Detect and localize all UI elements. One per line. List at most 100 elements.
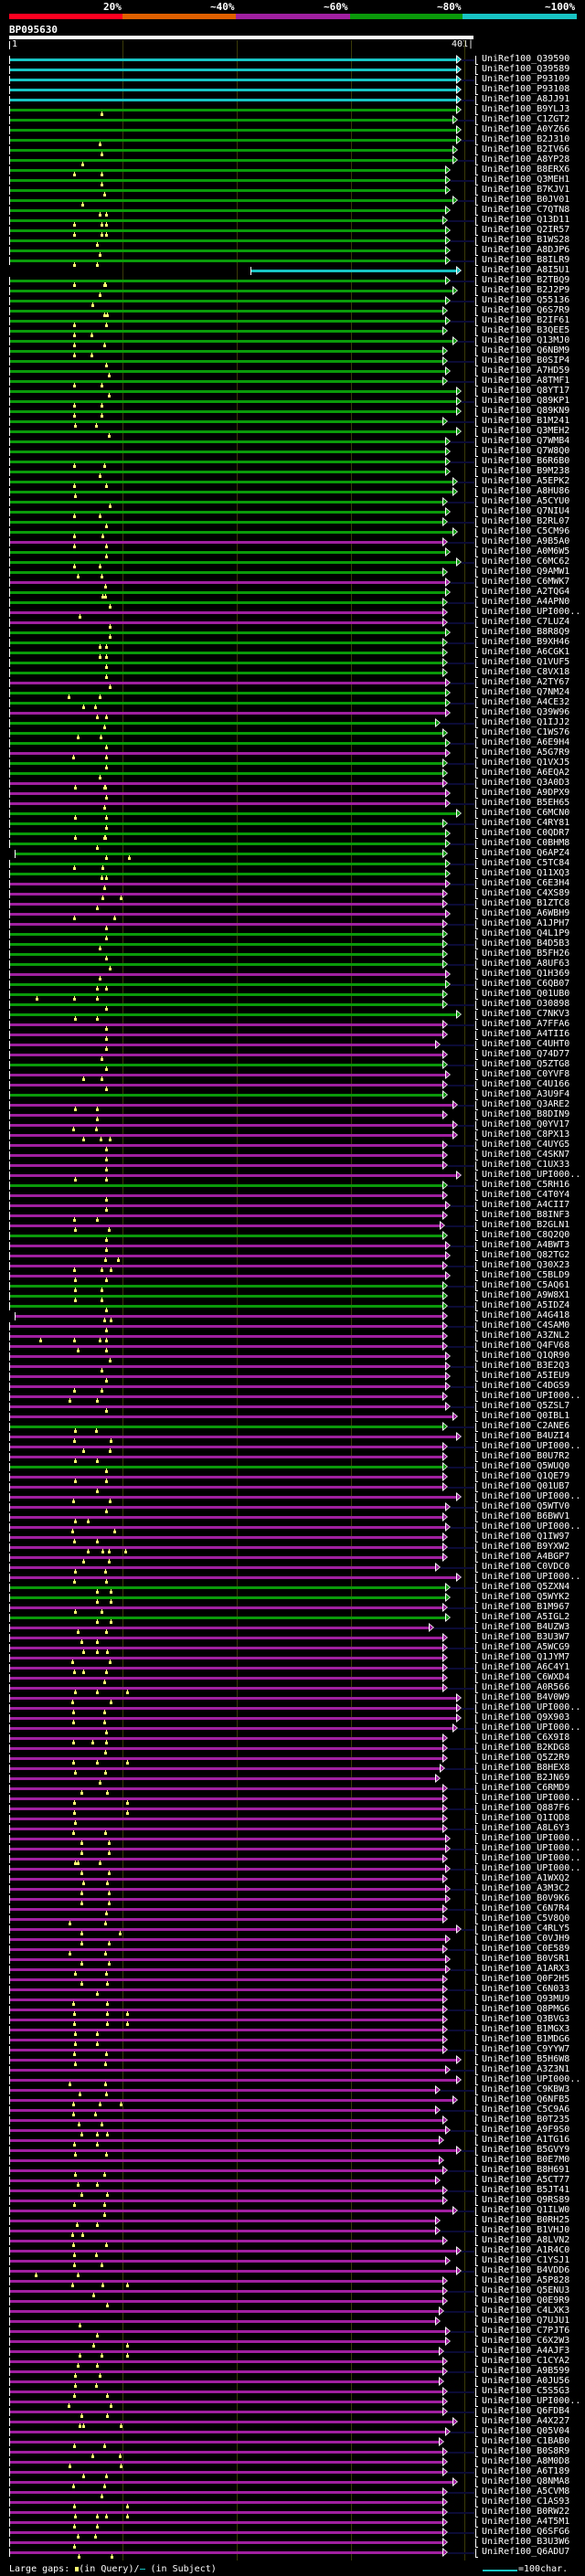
hit-bar[interactable]: [10, 2129, 446, 2132]
hit-label[interactable]: UniRef100_B4UZW3: [482, 1622, 570, 1632]
hit-label[interactable]: UniRef100_A3M3C2: [482, 1883, 570, 1893]
hit-bar[interactable]: [10, 1506, 446, 1509]
hit-bar[interactable]: [10, 420, 442, 423]
hit-label[interactable]: UniRef100_C0BHM8: [482, 838, 570, 848]
hit-label[interactable]: UniRef100_A0JU56: [482, 2376, 570, 2386]
hit-label[interactable]: UniRef100_B5FH26: [482, 949, 570, 959]
hit-label[interactable]: UniRef100_B1M241: [482, 416, 570, 426]
hit-bar[interactable]: [10, 1858, 442, 1860]
hit-bar[interactable]: [10, 451, 446, 453]
hit-label[interactable]: UniRef100_Q7W8Q0: [482, 446, 570, 456]
hit-label[interactable]: UniRef100_Q9RS89: [482, 2195, 570, 2205]
hit-label[interactable]: UniRef100_A6E9H4: [482, 737, 570, 747]
hit-bar[interactable]: [10, 963, 442, 966]
hit-bar[interactable]: [10, 189, 446, 192]
hit-label[interactable]: UniRef100_Q6ADU7: [482, 2547, 570, 2557]
hit-label[interactable]: UniRef100_A5IDZ4: [482, 1300, 570, 1310]
hit-label[interactable]: UniRef100_A0M6W5: [482, 546, 570, 557]
hit-bar[interactable]: [10, 239, 446, 242]
hit-label[interactable]: UniRef100_B2IV66: [482, 144, 570, 154]
hit-bar[interactable]: [10, 1787, 442, 1790]
hit-bar[interactable]: [10, 2441, 439, 2443]
hit-label[interactable]: UniRef100_B2GLN1: [482, 1220, 570, 1230]
hit-label[interactable]: UniRef100_A4BWT3: [482, 1240, 570, 1250]
hit-bar[interactable]: [10, 782, 442, 785]
hit-label[interactable]: UniRef100_A5CVM8: [482, 2486, 570, 2496]
hit-label[interactable]: UniRef100_Q89KP1: [482, 396, 570, 406]
hit-bar[interactable]: [10, 843, 446, 845]
hit-label[interactable]: UniRef100_C6WXD4: [482, 1672, 570, 1682]
hit-label[interactable]: UniRef100_A7HD59: [482, 366, 570, 376]
hit-bar[interactable]: [10, 440, 446, 443]
hit-bar[interactable]: [10, 1224, 440, 1227]
hit-bar[interactable]: [10, 1818, 442, 1820]
hit-bar[interactable]: [10, 742, 446, 745]
hit-label[interactable]: UniRef100_Q6FDB4: [482, 2406, 570, 2416]
hit-bar[interactable]: [10, 1898, 446, 1901]
hit-bar[interactable]: [10, 1456, 442, 1458]
hit-bar[interactable]: [10, 300, 446, 302]
hit-bar[interactable]: [10, 682, 446, 684]
hit-label[interactable]: UniRef100_B2JN69: [482, 1773, 570, 1783]
hit-label[interactable]: UniRef100_C4DGS9: [482, 1381, 570, 1391]
hit-label[interactable]: UniRef100_B1MDG6: [482, 2034, 570, 2044]
hit-bar[interactable]: [10, 1345, 442, 1348]
hit-label[interactable]: UniRef100_Q39W96: [482, 707, 570, 717]
hit-label[interactable]: UniRef100_A6T189: [482, 2466, 570, 2476]
hit-label[interactable]: UniRef100_C4SKN7: [482, 1150, 570, 1160]
hit-label[interactable]: UniRef100_C6MC62: [482, 557, 570, 567]
hit-label[interactable]: UniRef100_Q82TG2: [482, 1250, 570, 1260]
hit-label[interactable]: UniRef100_C4RY81: [482, 818, 570, 828]
hit-label[interactable]: UniRef100_B6R6B0: [482, 456, 570, 466]
hit-bar[interactable]: [10, 1074, 446, 1076]
hit-bar[interactable]: [10, 792, 446, 795]
hit-label[interactable]: UniRef100_B2KDG8: [482, 1743, 570, 1753]
hit-label[interactable]: UniRef100_C6MWK7: [482, 577, 570, 587]
hit-bar[interactable]: [10, 601, 442, 604]
hit-bar[interactable]: [10, 370, 446, 373]
hit-bar[interactable]: [10, 1566, 435, 1569]
hit-bar[interactable]: [10, 2461, 442, 2464]
hit-bar[interactable]: [10, 1325, 442, 1328]
hit-bar[interactable]: [10, 1928, 456, 1931]
hit-bar[interactable]: [10, 249, 446, 252]
hit-label[interactable]: UniRef100_UPI000..: [482, 607, 581, 617]
hit-label[interactable]: UniRef100_A4TII6: [482, 1029, 570, 1039]
hit-bar[interactable]: [10, 1868, 446, 1871]
hit-label[interactable]: UniRef100_Q11XQ3: [482, 868, 570, 878]
hit-bar[interactable]: [10, 2370, 442, 2373]
hit-label[interactable]: UniRef100_Q5ZSL7: [482, 1401, 570, 1411]
hit-label[interactable]: UniRef100_A3U9F4: [482, 1089, 570, 1099]
hit-bar[interactable]: [10, 1054, 442, 1056]
hit-bar[interactable]: [16, 853, 442, 855]
hit-label[interactable]: UniRef100_Q7NM24: [482, 687, 570, 697]
hit-bar[interactable]: [10, 752, 446, 755]
hit-label[interactable]: UniRef100_A1TG16: [482, 2135, 570, 2145]
hit-label[interactable]: UniRef100_Q13MJ0: [482, 335, 570, 345]
hit-label[interactable]: UniRef100_C5CM96: [482, 526, 570, 536]
hit-label[interactable]: UniRef100_Q93MU9: [482, 1994, 570, 2004]
hit-bar[interactable]: [10, 1415, 452, 1418]
hit-label[interactable]: UniRef100_Q7NIU4: [482, 506, 570, 516]
hit-bar[interactable]: [10, 219, 442, 222]
hit-bar[interactable]: [10, 1536, 442, 1539]
hit-bar[interactable]: [10, 320, 446, 323]
hit-label[interactable]: UniRef100_A4AJF3: [482, 2346, 570, 2356]
hit-bar[interactable]: [10, 2401, 442, 2403]
hit-bar[interactable]: [10, 2059, 456, 2062]
hit-bar[interactable]: [10, 2079, 456, 2082]
hit-bar[interactable]: [10, 119, 452, 122]
hit-label[interactable]: UniRef100_UPI000..: [482, 1853, 581, 1863]
hit-bar[interactable]: [10, 2099, 452, 2102]
hit-bar[interactable]: [10, 621, 442, 624]
hit-label[interactable]: UniRef100_UPI000..: [482, 1723, 581, 1733]
hit-bar[interactable]: [10, 923, 442, 926]
hit-bar[interactable]: [10, 1848, 446, 1850]
hit-bar[interactable]: [10, 1757, 442, 1760]
hit-bar[interactable]: [10, 1375, 446, 1378]
hit-label[interactable]: UniRef100_B2TBQ9: [482, 275, 570, 285]
hit-label[interactable]: UniRef100_C4RLY5: [482, 1924, 570, 1934]
hit-label[interactable]: UniRef100_C8PX13: [482, 1129, 570, 1140]
hit-bar[interactable]: [10, 1204, 446, 1207]
hit-label[interactable]: UniRef100_C4XS89: [482, 888, 570, 898]
